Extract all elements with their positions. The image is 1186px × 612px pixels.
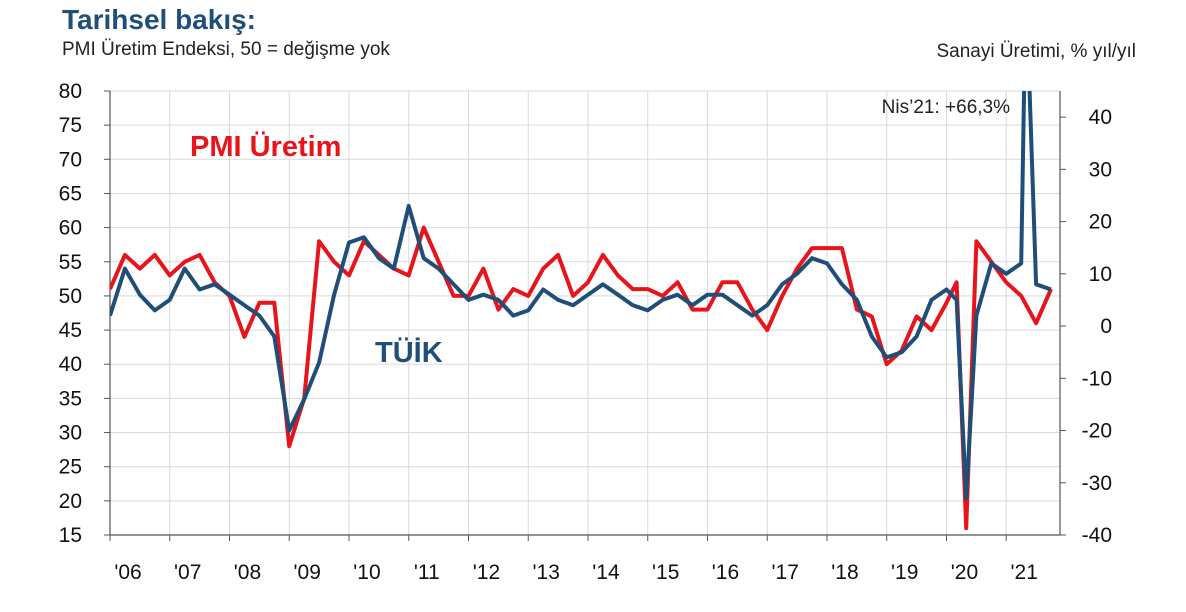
x-tick-label: '07	[174, 561, 201, 584]
left-tick-label: 60	[59, 217, 82, 240]
series-label-pmi: PMI Üretim	[190, 130, 341, 163]
series-line-tuik	[110, 91, 1052, 501]
right-tick-label: -30	[1082, 472, 1112, 495]
x-tick-label: '18	[831, 561, 858, 584]
x-tick-label: '09	[294, 561, 321, 584]
x-tick-label: '08	[234, 561, 261, 584]
right-tick-label: -20	[1082, 420, 1112, 443]
series-line-pmi	[110, 225, 1053, 531]
left-tick-label: 35	[59, 387, 82, 410]
right-tick-label: 30	[1089, 158, 1112, 181]
right-axis-description: Sanayi Üretimi, % yıl/yıl	[936, 41, 1136, 62]
left-tick-label: 30	[59, 422, 82, 445]
x-tick-label: '16	[712, 561, 739, 584]
left-tick-label: 15	[59, 524, 82, 547]
right-tick-label: 10	[1089, 263, 1112, 286]
x-tick-label: '14	[592, 561, 620, 584]
left-tick-label: 50	[59, 285, 82, 308]
left-tick-label: 25	[59, 456, 82, 479]
x-tick-label: '17	[772, 561, 799, 584]
chart-title: Tarihsel bakış:	[62, 4, 257, 35]
right-tick-label: 20	[1089, 211, 1112, 234]
annotation-text: Nis’21: +66,3%	[882, 97, 1010, 118]
left-tick-label: 45	[59, 319, 82, 342]
x-tick-label: '11	[414, 561, 440, 584]
x-tick-label: '15	[652, 561, 679, 584]
left-tick-label: 80	[59, 80, 82, 103]
left-tick-label: 75	[59, 114, 82, 137]
left-axis-description: PMI Üretim Endeksi, 50 = değişme yok	[62, 39, 390, 60]
left-tick-label: 20	[59, 490, 82, 513]
x-tick-label: '21	[1011, 561, 1038, 584]
left-tick-label: 40	[59, 353, 82, 376]
left-tick-label: 70	[59, 148, 82, 171]
right-tick-label: -40	[1082, 524, 1112, 547]
left-tick-label: 65	[59, 182, 82, 205]
x-tick-label: '20	[951, 561, 978, 584]
x-tick-label: '10	[353, 561, 380, 584]
right-tick-label: -10	[1082, 367, 1112, 390]
x-tick-label: '19	[891, 561, 918, 584]
right-tick-label: 0	[1100, 315, 1112, 338]
series-label-tuik: TÜİK	[375, 336, 443, 369]
right-axis-ticks: -40 -30 -20 -10 0 10 20 30 40	[1060, 106, 1112, 547]
x-tick-label: '06	[114, 561, 141, 584]
right-tick-label: 40	[1089, 106, 1112, 129]
left-tick-label: 55	[59, 251, 82, 274]
x-tick-label: '12	[473, 561, 500, 584]
x-tick-label: '13	[533, 561, 560, 584]
x-axis-ticks: '06 '07 '08 '09 '10 '11 '12 '13 '14 '15 '16 '17 '18 '…	[109, 535, 1038, 584]
left-axis-ticks: 15 20 25 30 35 40 45 50 55 60 65 70 75 80	[59, 80, 110, 547]
